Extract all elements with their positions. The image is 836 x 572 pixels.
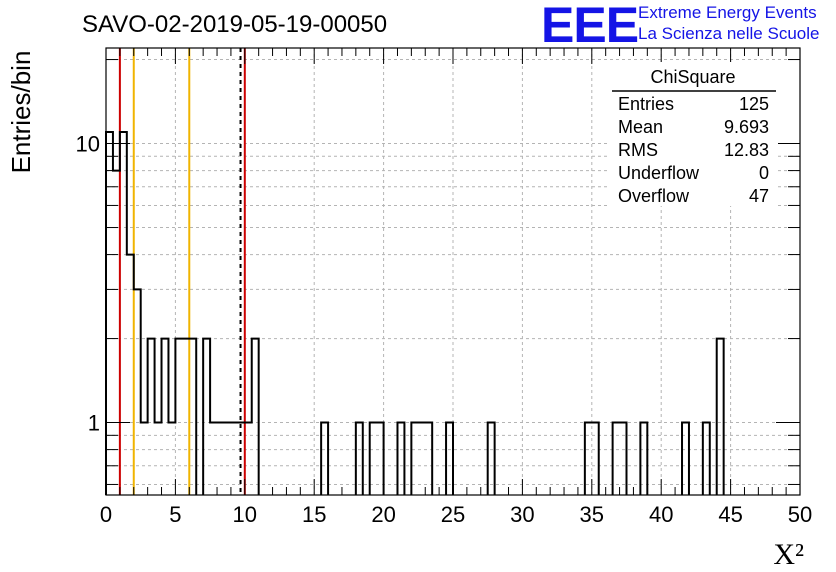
histogram-bin	[682, 423, 689, 495]
histogram-bin	[182, 339, 189, 495]
y-tick-labels: 1 10	[76, 132, 100, 436]
histogram-bin	[217, 423, 224, 495]
stats-box: ChiSquare Entries 125 Mean 9.693 RMS 12.83 Und…	[608, 62, 778, 206]
x-tick-labels: 0 5 10 15 20 25 30 35 40 45 50	[100, 502, 812, 527]
x-axis-label: X²	[773, 538, 804, 571]
histogram-bin	[425, 423, 432, 495]
histogram-bin	[203, 339, 210, 495]
y-tick-label: 1	[88, 411, 100, 436]
histogram-bin	[620, 423, 627, 495]
histogram-bin	[155, 423, 162, 495]
histogram-bin	[210, 423, 217, 495]
histogram-bin	[640, 423, 647, 495]
stats-value: 125	[739, 94, 769, 114]
histogram-bin	[175, 339, 182, 495]
stats-value: 12.83	[724, 140, 769, 160]
histogram-outline	[105, 130, 725, 495]
x-tick-label: 5	[169, 502, 181, 527]
x-tick-label: 40	[649, 502, 673, 527]
stats-label: RMS	[618, 140, 658, 160]
histogram-bin	[238, 423, 245, 495]
logo-line-1: Extreme Energy Events	[638, 3, 817, 22]
histogram-bin	[252, 339, 259, 495]
histogram-bin	[148, 339, 155, 495]
histogram-bin	[321, 423, 328, 495]
histogram-bin	[717, 339, 724, 495]
logo-mark: EEE	[541, 0, 638, 53]
histogram-bin	[168, 423, 175, 495]
stats-value: 9.693	[724, 117, 769, 137]
stats-value: 47	[749, 186, 769, 206]
chart-title: SAVO-02-2019-05-19-00050	[82, 11, 387, 38]
stats-title: ChiSquare	[650, 67, 735, 87]
logo-line-2: La Scienza nelle Scuole	[638, 24, 819, 43]
histogram-bin	[245, 423, 252, 495]
histogram-bin	[162, 339, 169, 495]
x-tick-label: 45	[718, 502, 742, 527]
x-tick-label: 10	[233, 502, 257, 527]
histogram-bin	[418, 423, 425, 495]
histogram-bin	[592, 423, 599, 495]
stats-label: Overflow	[618, 186, 690, 206]
histogram-bin	[411, 423, 418, 495]
histogram-bin	[113, 171, 120, 495]
histogram-bin	[141, 423, 148, 495]
histogram-bin	[224, 423, 231, 495]
axes	[105, 47, 801, 496]
histogram-bin	[585, 423, 592, 495]
stats-label: Mean	[618, 117, 663, 137]
stats-value: 0	[759, 163, 769, 183]
y-tick-label: 10	[76, 132, 100, 157]
histogram-bin	[613, 423, 620, 495]
x-tick-label: 20	[371, 502, 395, 527]
histogram-bin	[127, 255, 134, 495]
histogram-bin	[446, 423, 453, 495]
histogram-bin	[703, 423, 710, 495]
eee-logo: EEE Extreme Energy Events La Scienza nel…	[541, 0, 819, 53]
histogram-bin	[377, 423, 384, 495]
x-tick-label: 30	[510, 502, 534, 527]
x-tick-label: 0	[100, 502, 112, 527]
stats-label: Underflow	[618, 163, 700, 183]
histogram-bin	[231, 423, 238, 495]
x-tick-label: 15	[302, 502, 326, 527]
histogram-bin	[356, 423, 363, 495]
stats-rows: Entries 125 Mean 9.693 RMS 12.83 Underflow 0 Ove…	[618, 94, 769, 206]
x-tick-label: 50	[788, 502, 812, 527]
histogram-bin	[397, 423, 404, 495]
y-axis-label: Entries/bin	[6, 51, 36, 174]
x-tick-label: 25	[441, 502, 465, 527]
stats-box-background	[608, 62, 778, 206]
histogram-bins	[105, 130, 725, 495]
histogram-bin	[120, 132, 127, 495]
histogram-bin	[134, 289, 141, 495]
histogram-bin	[488, 423, 495, 495]
histogram-bin	[189, 339, 196, 495]
stats-label: Entries	[618, 94, 674, 114]
x-tick-label: 35	[580, 502, 604, 527]
histogram-bin	[370, 423, 377, 495]
